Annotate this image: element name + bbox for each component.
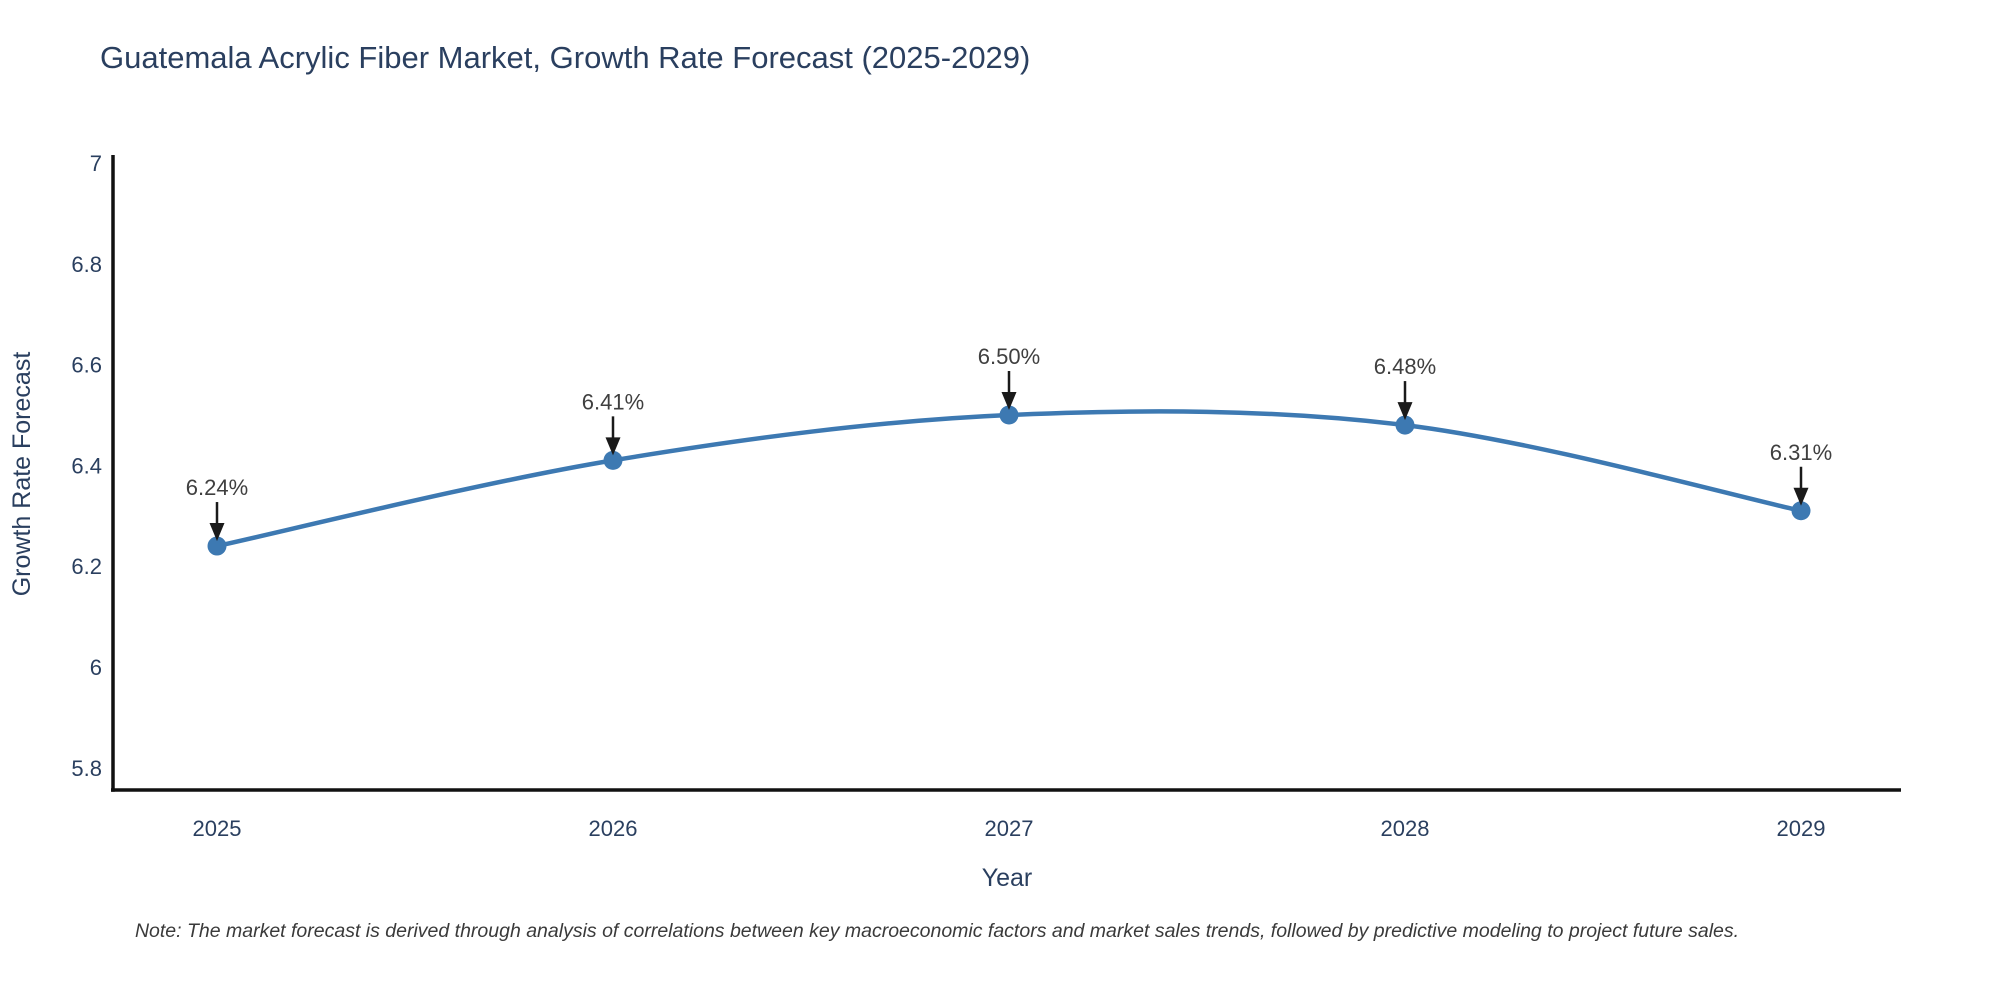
point-annotation: 6.50% [978,344,1040,410]
y-tick-label: 6.6 [71,353,102,378]
chart-title: Guatemala Acrylic Fiber Market, Growth R… [100,40,1030,75]
x-tick-label: 2027 [985,816,1034,841]
series-layer [207,405,1811,556]
axes-layer [111,155,1901,792]
point-annotation-label: 6.24% [186,475,248,500]
x-tick-label: 2029 [1777,816,1826,841]
point-annotation-label: 6.41% [582,389,644,414]
x-tick-label: 2025 [193,816,242,841]
y-tick-label: 6.4 [71,453,102,478]
ticks-layer: 7 6.8 6.6 6.4 6.2 6 5.8 2025 2026 2027 2028 2029 [71,151,1825,841]
x-axis-title: Year [982,864,1033,892]
x-tick-label: 2026 [589,816,638,841]
data-point-marker[interactable] [207,536,227,556]
annotation-arrowhead-icon [209,523,225,542]
annotation-arrowhead-icon [605,437,621,456]
annotation-arrowhead-icon [1793,487,1809,506]
point-annotation: 6.24% [186,475,248,542]
point-annotation-label: 6.31% [1770,440,1832,465]
x-tick-label: 2028 [1381,816,1430,841]
point-annotation-label: 6.48% [1374,354,1436,379]
y-tick-label: 7 [90,151,102,176]
forecast-line [214,409,1804,549]
annotations-layer: 6.24% 6.41% 6.50% 6.48% 6.31% [186,344,1832,542]
point-annotation: 6.48% [1374,354,1436,421]
y-tick-label: 6 [90,655,102,680]
data-point-marker[interactable] [603,450,623,470]
data-point-marker[interactable] [1791,501,1811,521]
y-axis-title: Growth Rate Forecast [8,352,36,597]
footnote: Note: The market forecast is derived thr… [135,920,1739,942]
point-annotation-label: 6.50% [978,344,1040,369]
y-tick-label: 5.8 [71,756,102,781]
y-tick-label: 6.8 [71,252,102,277]
point-annotation: 6.41% [582,389,644,456]
annotation-arrowhead-icon [1397,402,1413,421]
point-annotation: 6.31% [1770,440,1832,506]
y-tick-label: 6.2 [71,554,102,579]
annotation-arrowhead-icon [1001,392,1017,410]
data-point-marker[interactable] [999,405,1019,425]
data-point-marker[interactable] [1395,415,1415,435]
